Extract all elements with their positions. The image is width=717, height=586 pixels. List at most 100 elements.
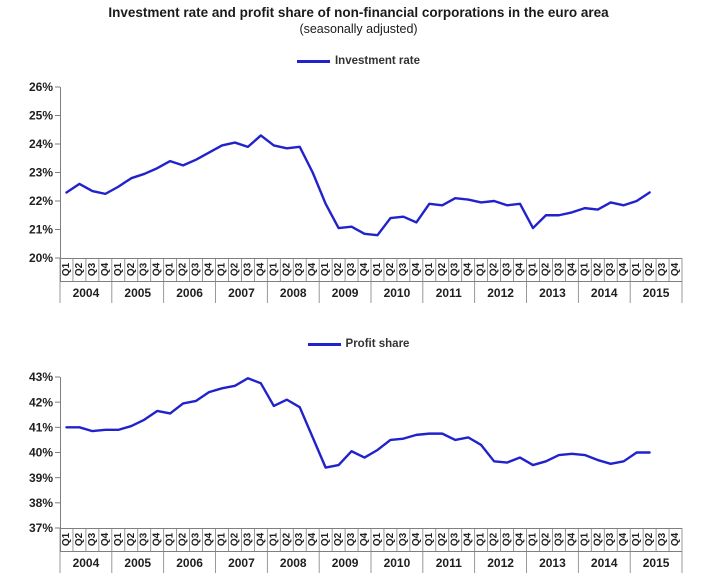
- x-axis-quarter-label: Q4: [152, 532, 163, 546]
- chart-canvas: 43%42%41%40%39%38%37%Q1 Q2 Q3 Q4 Q1 Q2 Q3 Q4 Q1 Q…: [29, 370, 683, 573]
- chart-canvas: 26%25%24%23%22%21%20%Q1 Q2 Q3 Q4 Q1 Q2 Q3 Q4 Q1 Q…: [29, 80, 683, 303]
- x-axis-quarter-label: Q3: [139, 532, 150, 546]
- x-axis-year-label: 2011: [436, 286, 462, 300]
- x-axis-quarter-label: Q1: [527, 262, 538, 276]
- x-axis-quarter-label: Q1: [631, 532, 642, 546]
- x-axis-quarter-label: Q4: [670, 262, 681, 276]
- x-axis-year-label: 2010: [384, 556, 411, 570]
- x-axis-year-label: 2012: [487, 286, 514, 300]
- x-axis-quarter-label: Q2: [333, 532, 344, 546]
- x-axis-year-label: 2005: [124, 556, 151, 570]
- x-axis-quarter-label: Q3: [294, 262, 305, 276]
- x-axis-quarter-label: Q2: [385, 532, 396, 546]
- x-axis-quarter-label: Q3: [605, 532, 616, 546]
- x-axis-quarter-label: Q2: [644, 532, 655, 546]
- x-axis-quarter-label: Q3: [657, 262, 668, 276]
- x-axis-quarter-label: Q2: [281, 532, 292, 546]
- x-axis-year-label: 2015: [643, 286, 670, 300]
- x-axis-quarter-label: Q3: [346, 532, 357, 546]
- y-axis-label: 37%: [29, 521, 53, 535]
- x-axis-quarter-label: Q1: [527, 532, 538, 546]
- x-axis-quarter-label: Q4: [359, 262, 370, 276]
- x-axis-quarter-label: Q2: [540, 262, 551, 276]
- y-axis-label: 43%: [29, 370, 53, 384]
- x-axis-quarter-label: Q4: [618, 262, 629, 276]
- legend-line-swatch: [296, 59, 330, 63]
- y-axis-label: 42%: [29, 395, 53, 409]
- y-axis-label: 26%: [29, 80, 53, 94]
- x-axis-quarter-label: Q3: [346, 262, 357, 276]
- x-axis-quarter-label: Q4: [100, 532, 111, 546]
- x-axis-year-label: 2012: [487, 556, 514, 570]
- x-axis-quarter-label: Q1: [320, 262, 331, 276]
- legend-label: Profit share: [345, 338, 410, 350]
- x-axis-year-label: 2009: [332, 286, 359, 300]
- x-axis-quarter-label: Q1: [113, 262, 124, 276]
- y-axis-label: 38%: [29, 496, 53, 510]
- x-axis-quarter-label: Q4: [463, 532, 474, 546]
- x-axis-year-label: 2006: [176, 286, 203, 300]
- legend-profit-share: Profit share: [0, 336, 717, 352]
- x-axis-quarter-label: Q3: [398, 262, 409, 276]
- x-axis-year-label: 2005: [124, 286, 151, 300]
- x-axis-quarter-label: Q4: [307, 532, 318, 546]
- x-axis-quarter-label: Q3: [87, 532, 98, 546]
- x-axis-quarter-label: Q2: [74, 262, 85, 276]
- y-axis-label: 41%: [29, 421, 53, 435]
- x-axis-quarter-label: Q4: [515, 532, 526, 546]
- x-axis-year-label: 2007: [228, 286, 255, 300]
- x-axis-quarter-label: Q3: [398, 532, 409, 546]
- x-axis-quarter-label: Q4: [255, 262, 266, 276]
- legend-line-swatch: [307, 342, 341, 346]
- x-axis-quarter-label: Q1: [424, 262, 435, 276]
- x-axis-quarter-label: Q1: [372, 532, 383, 546]
- x-axis-year-label: 2014: [591, 556, 618, 570]
- x-axis-quarter-label: Q4: [618, 532, 629, 546]
- y-axis-label: 20%: [29, 251, 53, 265]
- x-axis-quarter-label: Q2: [126, 532, 137, 546]
- x-axis-quarter-label: Q3: [242, 262, 253, 276]
- x-axis-quarter-label: Q2: [333, 262, 344, 276]
- x-axis-quarter-label: Q4: [359, 532, 370, 546]
- x-axis-quarter-label: Q1: [61, 262, 72, 276]
- x-axis-quarter-label: Q3: [294, 532, 305, 546]
- x-axis-quarter-label: Q2: [644, 262, 655, 276]
- x-axis-quarter-label: Q4: [670, 532, 681, 546]
- x-axis-quarter-label: Q1: [579, 532, 590, 546]
- x-axis-year-label: 2007: [228, 556, 255, 570]
- legend-investment-rate: Investment rate: [0, 53, 717, 69]
- x-axis-quarter-label: Q3: [502, 532, 513, 546]
- x-axis-quarter-label: Q3: [191, 532, 202, 546]
- investment-rate-chart: 26% 25% 24% 23% 22% 21% 20% Q1 Q2 Q3 Q4 Q1 Q2 Q3 Q4 Q1 Q…: [0, 78, 717, 310]
- x-axis-quarter-label: Q4: [307, 262, 318, 276]
- y-axis-label: 40%: [29, 446, 53, 460]
- x-axis-quarter-label: Q2: [540, 532, 551, 546]
- x-axis-quarter-label: Q3: [553, 532, 564, 546]
- profit-share-chart: 43% 42% 41% 40% 39% 38% 37% Q1 Q2 Q3 Q4 Q1 Q2 Q3 Q4 Q1 Q…: [0, 352, 717, 580]
- x-axis-quarter-label: Q2: [592, 262, 603, 276]
- x-axis-quarter-label: Q4: [204, 532, 215, 546]
- x-axis-year-label: 2013: [539, 556, 566, 570]
- y-axis-label: 23%: [29, 166, 53, 180]
- x-axis-quarter-label: Q2: [489, 532, 500, 546]
- x-axis-quarter-label: Q3: [502, 262, 513, 276]
- x-axis-quarter-label: Q2: [489, 262, 500, 276]
- x-axis-quarter-label: Q1: [216, 532, 227, 546]
- x-axis-quarter-label: Q3: [450, 262, 461, 276]
- x-axis-year-label: 2009: [332, 556, 359, 570]
- x-axis-year-label: 2004: [73, 556, 100, 570]
- x-axis-year-label: 2008: [280, 556, 307, 570]
- x-axis-quarter-label: Q4: [566, 532, 577, 546]
- x-axis-year-label: 2014: [591, 286, 618, 300]
- x-axis-quarter-label: Q2: [74, 532, 85, 546]
- x-axis-quarter-label: Q1: [268, 532, 279, 546]
- x-axis-quarter-label: Q4: [255, 532, 266, 546]
- x-axis-year-label: 2010: [384, 286, 411, 300]
- x-axis-quarter-label: Q3: [87, 262, 98, 276]
- x-axis-year-label: 2015: [643, 556, 670, 570]
- x-axis-year-label: 2004: [73, 286, 100, 300]
- legend-label: Investment rate: [334, 55, 420, 67]
- x-axis-quarter-label: Q4: [100, 262, 111, 276]
- y-axis-label: 24%: [29, 137, 53, 151]
- x-axis-quarter-label: Q3: [242, 532, 253, 546]
